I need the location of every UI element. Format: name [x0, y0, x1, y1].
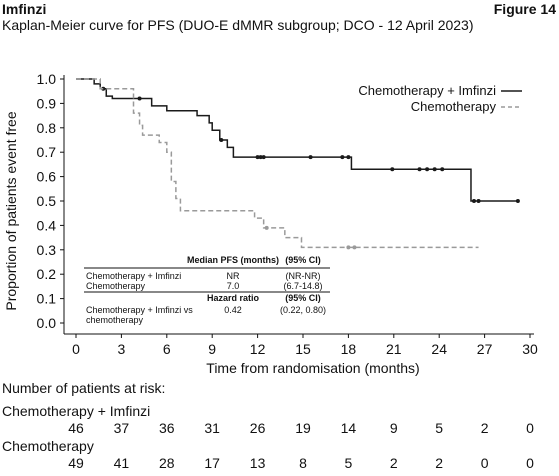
- risk-row-label: Chemotherapy + Imfinzi: [2, 403, 151, 419]
- censor-mark: [264, 225, 269, 230]
- x-tick-label: 6: [163, 341, 171, 357]
- x-tick-label: 18: [341, 341, 357, 357]
- inset-row-value: NR: [227, 271, 240, 281]
- risk-count: 28: [159, 455, 175, 471]
- inset-row-label: Chemotherapy: [86, 281, 146, 291]
- risk-count: 26: [249, 420, 266, 436]
- y-tick-label: 0.9: [37, 95, 57, 111]
- risk-count: 17: [204, 455, 220, 471]
- risk-count: 46: [68, 420, 84, 436]
- inset-median-header: Median PFS (months): [187, 255, 279, 265]
- y-axis-label: Proportion of patients event free: [3, 111, 19, 310]
- inset-hr-ci-header: (95% CI): [285, 293, 321, 303]
- header-product-name: Imfinzi: [2, 1, 47, 17]
- x-tick-label: 24: [431, 341, 447, 357]
- risk-count: 31: [204, 420, 220, 436]
- y-tick-label: 0.0: [37, 315, 57, 331]
- y-tick-label: 0.8: [37, 120, 57, 136]
- censor-mark: [515, 199, 520, 203]
- series-line-1: [76, 78, 479, 249]
- risk-count: 49: [68, 455, 84, 471]
- risk-count: 8: [299, 455, 307, 471]
- legend-label: Chemotherapy + Imfinzi: [358, 83, 496, 98]
- censor-mark: [417, 167, 422, 172]
- censor-mark: [308, 155, 313, 160]
- censor-mark: [261, 155, 266, 160]
- risk-count: 0: [526, 455, 534, 471]
- x-tick-label: 3: [118, 341, 126, 357]
- risk-count: 37: [113, 420, 130, 436]
- risk-table-title: Number of patients at risk:: [2, 380, 166, 396]
- censor-mark: [432, 167, 437, 172]
- risk-count: 2: [389, 455, 398, 471]
- x-tick-label: 21: [386, 341, 402, 357]
- y-tick-label: 0.1: [37, 291, 57, 307]
- km-chart: 0.0 0.1 0.2 0.3 0.4 0.5 0.6 0.7 0.8 0.9 1.0 0 3 6 9 12 1…: [3, 71, 538, 376]
- y-tick-label: 0.4: [37, 217, 57, 233]
- risk-count: 2: [435, 455, 444, 471]
- censor-mark: [390, 167, 395, 172]
- x-tick-label: 27: [477, 341, 493, 357]
- inset-ci-header: (95% CI): [285, 255, 321, 265]
- x-axis-label: Time from randomisation (months): [206, 360, 419, 376]
- censor-mark: [340, 155, 345, 160]
- header-figure-number: Figure 14: [493, 1, 556, 17]
- risk-count: 13: [249, 455, 266, 471]
- y-tick-label: 1.0: [37, 71, 57, 87]
- x-tick-label: 0: [72, 341, 80, 357]
- censor-mark: [472, 199, 477, 203]
- risk-count: 36: [159, 420, 175, 436]
- x-tick-label: 30: [522, 341, 538, 357]
- censor-mark: [346, 155, 351, 160]
- risk-count: 9: [389, 420, 398, 436]
- risk-count: 19: [295, 420, 311, 436]
- inset-hr-value: 0.42: [224, 305, 242, 315]
- censor-mark: [346, 245, 351, 250]
- inset-row-value: 7.0: [227, 281, 240, 291]
- x-tick-label: 9: [208, 341, 216, 357]
- y-tick-label: 0.2: [37, 266, 57, 282]
- inset-hr-header: Hazard ratio: [207, 293, 260, 303]
- censor-mark: [352, 245, 357, 250]
- censor-mark: [255, 155, 260, 160]
- inset-row-ci: (6.7-14.8): [283, 281, 322, 291]
- y-tick-label: 0.6: [37, 169, 57, 185]
- legend-label: Chemotherapy: [411, 99, 497, 114]
- risk-count: 0: [526, 420, 534, 436]
- censor-mark: [440, 167, 445, 172]
- x-tick-label: 12: [250, 341, 266, 357]
- y-tick-label: 0.3: [37, 242, 57, 258]
- censor-mark: [258, 155, 263, 160]
- risk-count: 0: [480, 455, 489, 471]
- risk-count: 41: [113, 455, 130, 471]
- y-tick-label: 0.5: [37, 193, 57, 209]
- y-tick-label: 0.7: [37, 144, 57, 160]
- risk-count: 5: [344, 455, 353, 471]
- censor-mark: [137, 96, 142, 101]
- chart-title: Kaplan-Meier curve for PFS (DUO-E dMMR s…: [2, 17, 474, 33]
- censor-mark: [219, 138, 224, 142]
- risk-count: 14: [340, 420, 357, 436]
- censor-mark: [425, 167, 430, 172]
- inset-hr-label: chemotherapy: [86, 315, 144, 325]
- inset-hr-ci: (0.22, 0.80): [280, 305, 326, 315]
- inset-hr-label: Chemotherapy + Imfinzi vs: [86, 305, 193, 315]
- risk-row-label: Chemotherapy: [2, 438, 94, 454]
- x-tick-label: 15: [295, 341, 311, 357]
- inset-row-label: Chemotherapy + Imfinzi: [86, 271, 181, 281]
- censor-mark: [476, 199, 481, 203]
- risk-count: 2: [480, 420, 489, 436]
- inset-row-ci: (NR-NR): [286, 271, 321, 281]
- risk-count: 5: [435, 420, 444, 436]
